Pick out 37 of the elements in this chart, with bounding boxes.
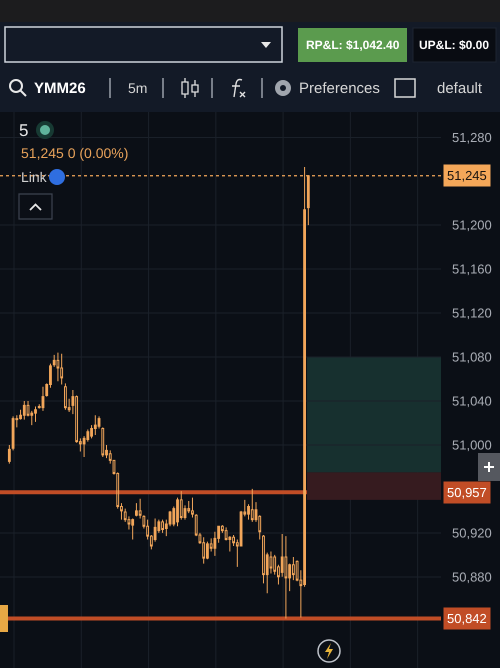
candlestick: [138, 498, 142, 520]
candlestick: [202, 536, 206, 564]
y-tick-label: 51,000: [452, 437, 492, 452]
text: Preferences: [299, 80, 380, 97]
y-tick-label: 50,920: [452, 525, 492, 540]
candlestick: [250, 488, 254, 522]
ref-line-label: 50,842: [447, 611, 487, 626]
y-tick-label: 51,120: [452, 306, 492, 321]
y-tick-label: 51,200: [452, 218, 492, 233]
y-tick-label: 51,160: [452, 262, 492, 277]
candlestick: [22, 400, 26, 420]
y-tick-label: 51,040: [452, 394, 492, 409]
candlestick: [42, 386, 44, 412]
candlestick: [284, 536, 288, 620]
text: 5: [19, 120, 28, 140]
text: 51,245 0 (0.00%): [21, 145, 128, 161]
ref-line-label: 51,245: [447, 168, 487, 183]
candlestick: [135, 502, 138, 517]
candlestick: [56, 352, 60, 382]
candlestick: [131, 518, 134, 540]
candlestick: [60, 353, 64, 386]
text: 5m: [128, 80, 148, 96]
y-tick-label: 50,880: [452, 569, 492, 584]
y-tick-label: 51,080: [452, 350, 492, 365]
ref-line-label: 50,957: [447, 485, 487, 500]
text: UP&L: $0.00: [419, 38, 490, 52]
candlestick: [206, 541, 209, 560]
text: RP&L: $1,042.40: [306, 38, 400, 52]
text: default: [437, 80, 483, 97]
candlestick: [94, 414, 97, 436]
text: YMM26: [34, 80, 86, 97]
annotation: Link: [21, 169, 48, 185]
candlestick: [101, 426, 104, 458]
candlestick: [161, 519, 164, 534]
candlestick: [34, 406, 37, 422]
y-tick-label: 51,280: [452, 130, 492, 145]
candlestick: [64, 382, 67, 410]
